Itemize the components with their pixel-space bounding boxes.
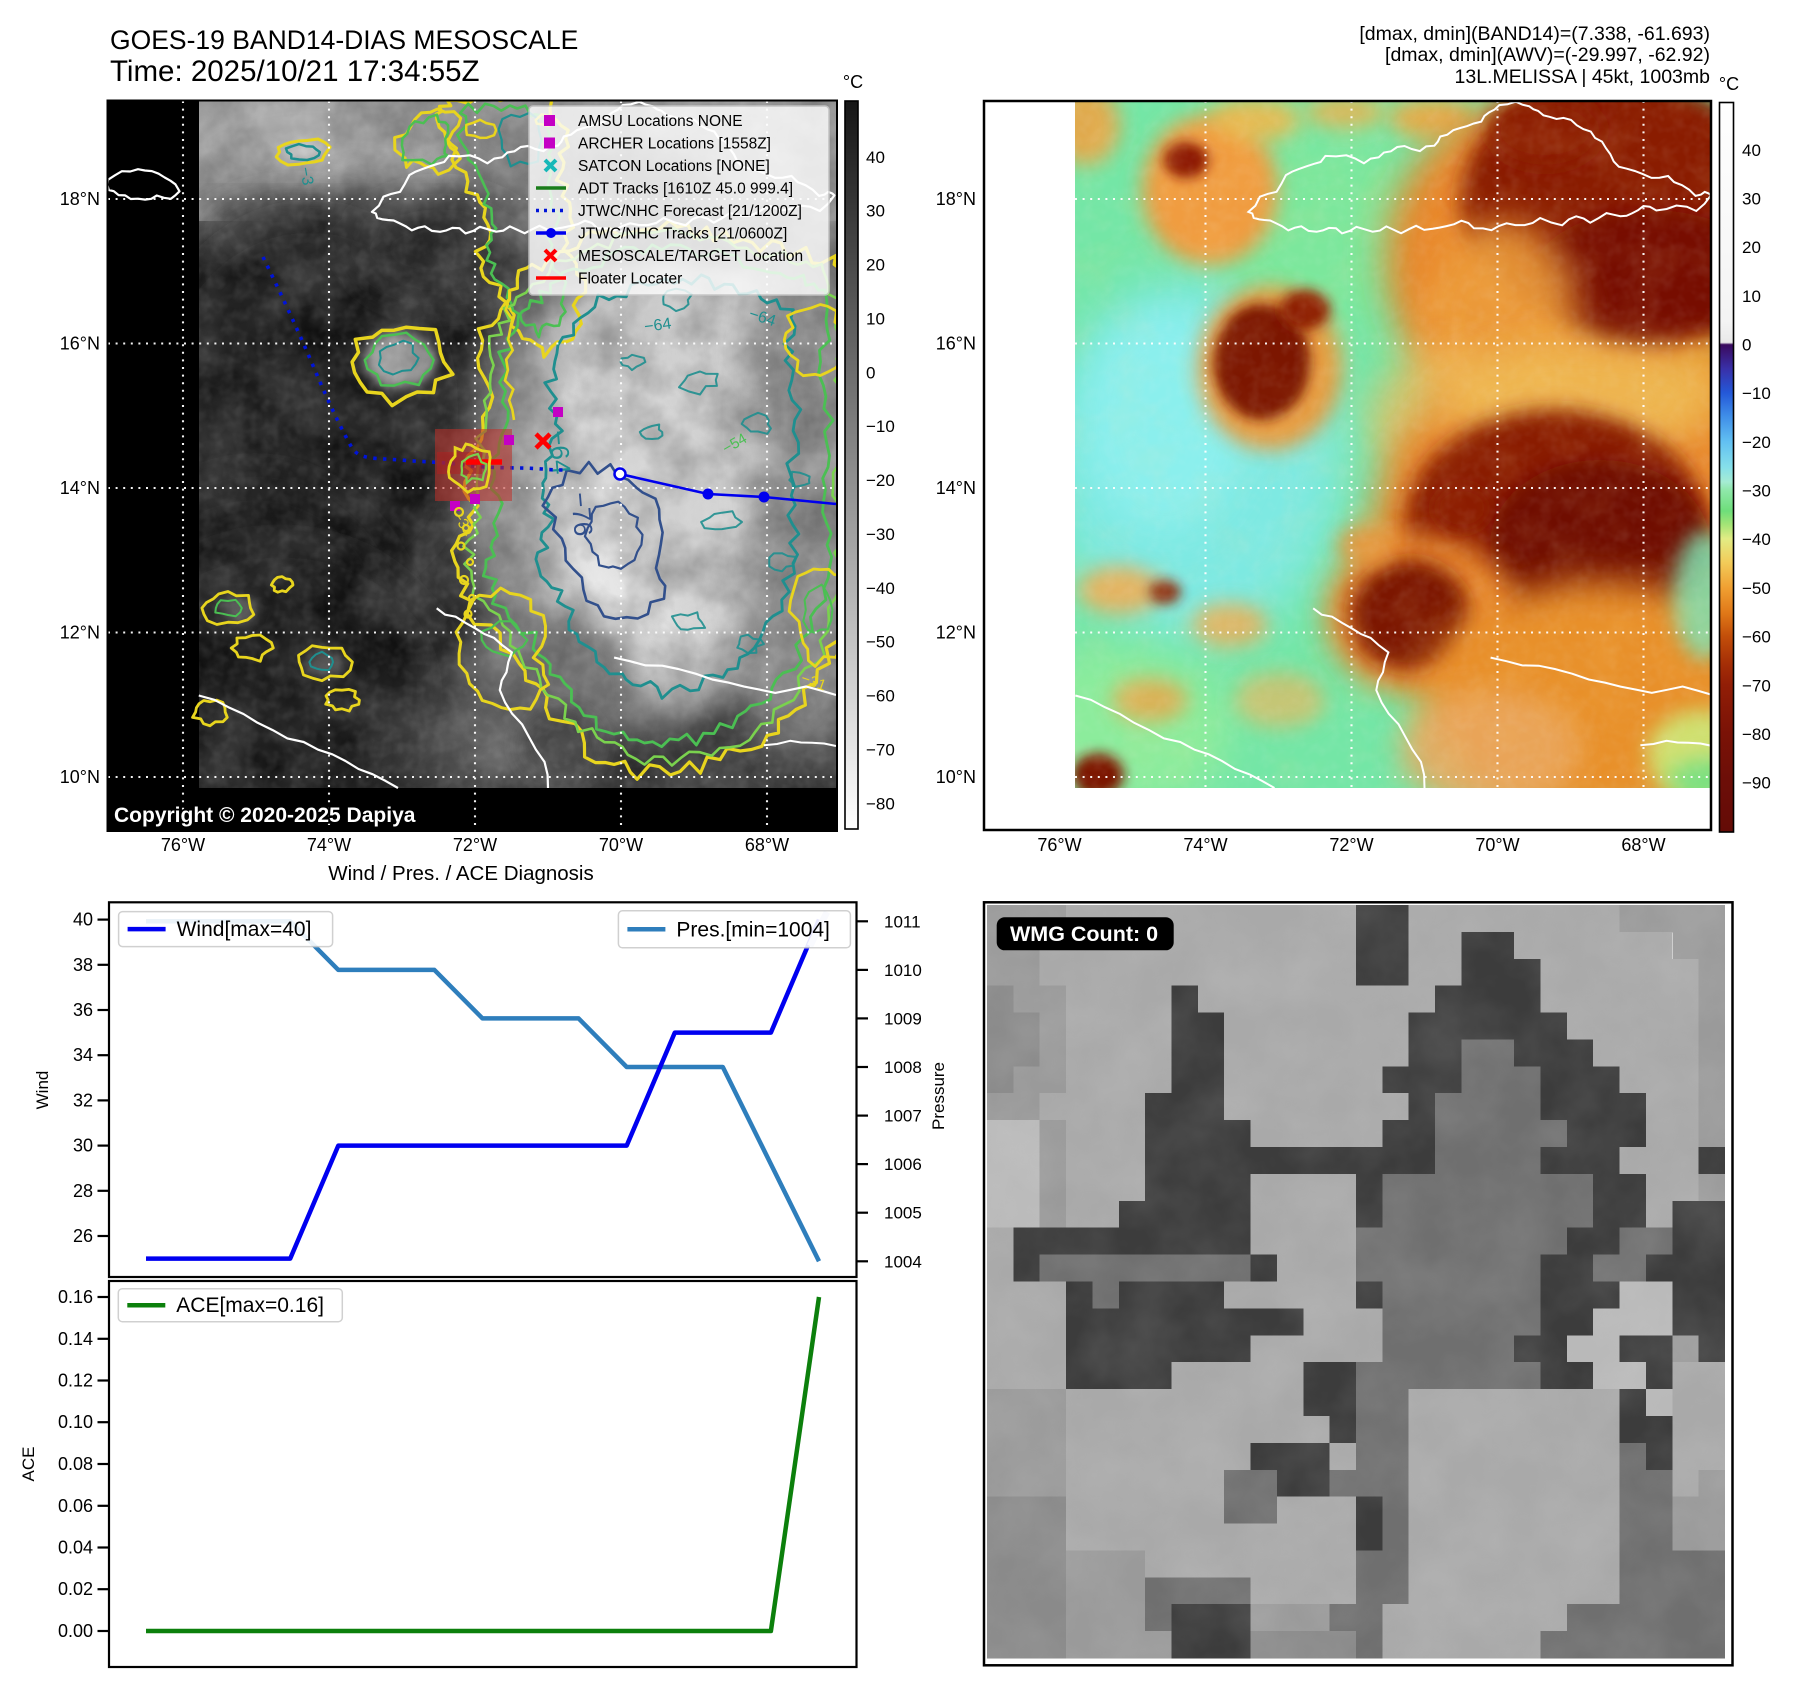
svg-text:13L.MELISSA | 45kt, 1003mb: 13L.MELISSA | 45kt, 1003mb <box>1455 66 1711 88</box>
svg-text:ACE[max=0.16]: ACE[max=0.16] <box>176 1294 324 1317</box>
svg-text:68°W: 68°W <box>1621 835 1665 855</box>
svg-text:1005: 1005 <box>884 1204 922 1223</box>
svg-text:32: 32 <box>73 1090 93 1110</box>
svg-text:°C: °C <box>1719 74 1739 94</box>
svg-text:74°W: 74°W <box>307 835 351 855</box>
svg-text:36: 36 <box>73 1000 93 1020</box>
svg-text:1010: 1010 <box>884 961 922 980</box>
svg-text:Copyright © 2020-2025 Dapiya: Copyright © 2020-2025 Dapiya <box>114 804 416 827</box>
svg-text:14°N: 14°N <box>936 478 976 498</box>
svg-text:0: 0 <box>1742 336 1751 355</box>
svg-text:1008: 1008 <box>884 1058 922 1077</box>
svg-text:18°N: 18°N <box>60 189 100 209</box>
svg-text:[dmax, dmin](BAND14)=(7.338, -: [dmax, dmin](BAND14)=(7.338, -61.693) <box>1359 23 1710 45</box>
svg-text:1006: 1006 <box>884 1155 922 1174</box>
svg-text:−80: −80 <box>866 794 895 813</box>
svg-text:74°W: 74°W <box>1183 835 1227 855</box>
svg-text:1004: 1004 <box>884 1252 922 1271</box>
svg-text:−20: −20 <box>866 471 895 490</box>
svg-text:40: 40 <box>1742 141 1761 160</box>
svg-text:−60: −60 <box>1742 628 1771 647</box>
svg-text:40: 40 <box>866 148 885 167</box>
svg-text:70°W: 70°W <box>1475 835 1519 855</box>
svg-text:12°N: 12°N <box>936 623 976 643</box>
svg-text:−30: −30 <box>866 525 895 544</box>
svg-text:SATCON Locations [NONE]: SATCON Locations [NONE] <box>578 158 770 175</box>
svg-text:72°W: 72°W <box>453 835 497 855</box>
svg-text:−30: −30 <box>1742 482 1771 501</box>
svg-text:76°W: 76°W <box>1037 835 1081 855</box>
svg-text:34: 34 <box>73 1045 93 1065</box>
svg-text:ADT Tracks [1610Z 45.0 999.4]: ADT Tracks [1610Z 45.0 999.4] <box>578 181 793 198</box>
svg-text:10: 10 <box>866 309 885 328</box>
svg-text:0.02: 0.02 <box>58 1579 93 1599</box>
svg-text:Pressure: Pressure <box>929 1062 948 1130</box>
svg-text:20: 20 <box>1742 238 1761 257</box>
svg-text:68°W: 68°W <box>745 835 789 855</box>
svg-text:−90: −90 <box>1742 774 1771 793</box>
svg-text:0.10: 0.10 <box>58 1412 93 1432</box>
svg-text:1011: 1011 <box>884 912 921 931</box>
svg-text:16°N: 16°N <box>936 334 976 354</box>
svg-text:−3: −3 <box>296 166 316 187</box>
svg-text:−60: −60 <box>866 687 895 706</box>
svg-text:20: 20 <box>866 256 885 275</box>
svg-text:0.14: 0.14 <box>58 1329 93 1349</box>
svg-text:JTWC/NHC Tracks [21/0600Z]: JTWC/NHC Tracks [21/0600Z] <box>578 226 787 243</box>
svg-text:0: 0 <box>866 363 875 382</box>
svg-text:GOES-19 BAND14-DIAS MESOSCALE: GOES-19 BAND14-DIAS MESOSCALE <box>110 25 578 55</box>
svg-text:−76: −76 <box>565 491 599 538</box>
svg-text:1007: 1007 <box>884 1107 922 1126</box>
svg-text:28: 28 <box>73 1181 93 1201</box>
svg-text:38: 38 <box>73 955 93 975</box>
svg-text:10°N: 10°N <box>60 767 100 787</box>
svg-text:72°W: 72°W <box>1329 835 1373 855</box>
svg-text:Wind / Pres. / ACE Diagnosis: Wind / Pres. / ACE Diagnosis <box>328 862 593 885</box>
svg-text:40: 40 <box>73 910 93 930</box>
svg-text:−80: −80 <box>1742 725 1771 744</box>
svg-text:−64: −64 <box>643 315 672 336</box>
svg-text:Pres.[min=1004]: Pres.[min=1004] <box>676 918 830 941</box>
svg-text:MESOSCALE/TARGET Location: MESOSCALE/TARGET Location <box>578 248 803 265</box>
svg-text:14°N: 14°N <box>60 478 100 498</box>
svg-text:°C: °C <box>843 72 863 92</box>
svg-text:0.04: 0.04 <box>58 1538 93 1558</box>
svg-text:JTWC/NHC Forecast [21/1200Z]: JTWC/NHC Forecast [21/1200Z] <box>578 203 802 220</box>
svg-text:12°N: 12°N <box>60 623 100 643</box>
svg-text:0.12: 0.12 <box>58 1371 93 1391</box>
svg-text:10: 10 <box>1742 287 1761 306</box>
svg-text:0.16: 0.16 <box>58 1287 93 1307</box>
svg-text:30: 30 <box>73 1136 93 1156</box>
svg-text:AMSU Locations NONE: AMSU Locations NONE <box>578 113 743 130</box>
svg-text:76°W: 76°W <box>161 835 205 855</box>
svg-text:70°W: 70°W <box>599 835 643 855</box>
svg-text:0.08: 0.08 <box>58 1454 93 1474</box>
svg-text:Floater Locater: Floater Locater <box>578 271 682 288</box>
svg-text:0.00: 0.00 <box>58 1621 93 1641</box>
svg-text:Wind[max=40]: Wind[max=40] <box>177 918 312 941</box>
svg-text:Wind: Wind <box>33 1071 52 1110</box>
svg-text:26: 26 <box>73 1226 93 1246</box>
svg-text:ARCHER Locations [1558Z]: ARCHER Locations [1558Z] <box>578 136 771 153</box>
svg-text:−20: −20 <box>1742 433 1771 452</box>
svg-text:−40: −40 <box>866 579 895 598</box>
svg-text:−50: −50 <box>866 633 895 652</box>
svg-text:−10: −10 <box>1742 384 1771 403</box>
svg-text:WMG Count: 0: WMG Count: 0 <box>1010 922 1158 946</box>
svg-text:−70: −70 <box>1742 676 1771 695</box>
svg-text:Time: 2025/10/21 17:34:55Z: Time: 2025/10/21 17:34:55Z <box>110 55 480 88</box>
svg-text:0.06: 0.06 <box>58 1496 93 1516</box>
svg-text:30: 30 <box>1742 189 1761 208</box>
svg-text:1009: 1009 <box>884 1009 922 1028</box>
svg-text:−40: −40 <box>1742 530 1771 549</box>
svg-text:−70: −70 <box>866 740 895 759</box>
svg-text:16°N: 16°N <box>60 334 100 354</box>
svg-text:−10: −10 <box>866 417 895 436</box>
svg-text:−50: −50 <box>1742 579 1771 598</box>
svg-text:ACE: ACE <box>19 1447 38 1482</box>
svg-text:30: 30 <box>866 202 885 221</box>
svg-text:[dmax, dmin](AWV)=(-29.997, -6: [dmax, dmin](AWV)=(-29.997, -62.92) <box>1385 44 1710 66</box>
svg-text:18°N: 18°N <box>936 189 976 209</box>
svg-text:10°N: 10°N <box>936 767 976 787</box>
